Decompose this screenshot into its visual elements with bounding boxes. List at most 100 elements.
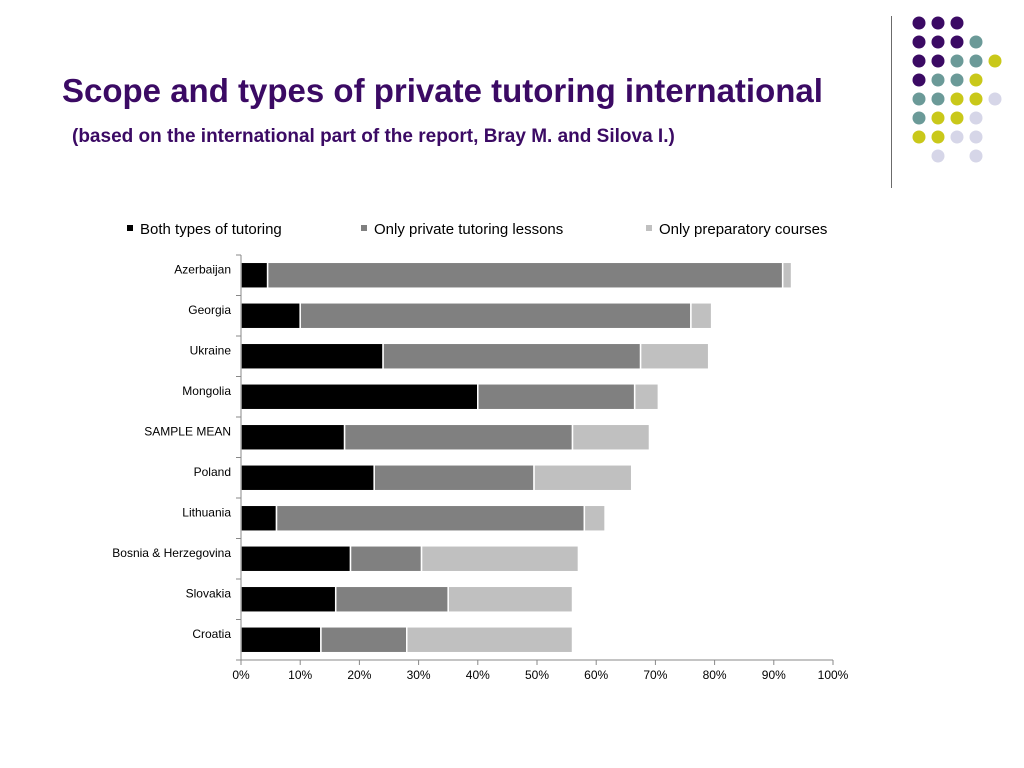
decorative-dot: [969, 130, 983, 144]
category-axis: Azerbaijan Georgia Ukraine Mongolia SAMPLE M…: [112, 254, 242, 661]
decorative-dot: [969, 73, 983, 87]
legend-swatch: [646, 225, 652, 231]
category-label: Poland: [194, 465, 231, 479]
bar-segment: [240, 585, 337, 613]
decorative-dot: [931, 130, 945, 144]
bar-segment: [299, 302, 692, 330]
decorative-dot: [950, 35, 964, 49]
decorative-dot: [969, 35, 983, 49]
bar-segment: [343, 423, 574, 451]
category-label: Bosnia & Herzegovina: [112, 546, 231, 560]
chart-bars: [240, 261, 793, 654]
bar-segment: [320, 626, 408, 654]
category-label: Mongolia: [182, 384, 231, 398]
legend-label: Both types of tutoring: [140, 221, 282, 238]
decorative-dot: [969, 149, 983, 163]
value-tick-label: 20%: [347, 668, 371, 682]
slide-subtitle: (based on the international part of the …: [72, 126, 675, 147]
bar-segment: [240, 261, 269, 289]
bar-segment: [266, 261, 784, 289]
bar-segment: [633, 383, 660, 411]
legend-item: Both types of tutoring: [127, 221, 282, 238]
decorative-dot: [912, 111, 926, 125]
value-tick-label: 60%: [584, 668, 608, 682]
decorative-dot: [988, 54, 1002, 68]
decorative-dot-pattern: [912, 16, 1002, 163]
bar-segment: [406, 626, 574, 654]
bar-segment: [533, 464, 633, 492]
slide-title: Scope and types of private tutoring inte…: [62, 72, 823, 109]
decorative-dot: [912, 35, 926, 49]
decorative-dot: [912, 16, 926, 30]
bar-segment: [382, 342, 642, 370]
bar-segment: [571, 423, 651, 451]
bar-segment: [240, 464, 375, 492]
value-tick-label: 30%: [407, 668, 431, 682]
bar-segment: [240, 504, 278, 532]
decorative-dot: [931, 149, 945, 163]
decorative-dot: [912, 92, 926, 106]
legend-swatch: [127, 225, 133, 231]
decorative-dot: [931, 111, 945, 125]
bar-segment: [583, 504, 606, 532]
value-axis: 0% 10% 20% 30% 40% 50% 60% 70% 80% 90% 100%: [232, 659, 849, 682]
bar-segment: [334, 585, 449, 613]
decorative-dot: [969, 92, 983, 106]
category-label: Azerbaijan: [174, 262, 231, 276]
value-tick-label: 90%: [762, 668, 786, 682]
decorative-dot: [950, 54, 964, 68]
bar-segment: [240, 423, 346, 451]
legend-item: Only private tutoring lessons: [361, 221, 563, 238]
decorative-dot: [950, 73, 964, 87]
value-tick-label: 10%: [288, 668, 312, 682]
bar-segment: [240, 383, 479, 411]
bar-segment: [420, 545, 580, 573]
category-label: Lithuania: [182, 505, 231, 519]
decorative-dot: [969, 54, 983, 68]
value-tick-label: 80%: [703, 668, 727, 682]
value-tick-label: 40%: [466, 668, 490, 682]
decorative-dot: [931, 16, 945, 30]
decorative-dot: [988, 92, 1002, 106]
bar-segment: [447, 585, 574, 613]
bar-segment: [373, 464, 535, 492]
bar-segment: [275, 504, 586, 532]
bar-segment: [781, 261, 793, 289]
decorative-dot: [950, 130, 964, 144]
decorative-dot: [950, 16, 964, 30]
chart-legend: Both types of tutoring Only private tutor…: [127, 221, 827, 238]
bar-segment: [240, 342, 384, 370]
decorative-dot: [931, 35, 945, 49]
header-divider: [891, 16, 892, 188]
legend-swatch: [361, 225, 367, 231]
value-tick-label: 70%: [643, 668, 667, 682]
category-label: Croatia: [192, 627, 231, 641]
decorative-dot: [912, 73, 926, 87]
decorative-dot: [950, 92, 964, 106]
bar-segment: [639, 342, 710, 370]
decorative-dot: [950, 111, 964, 125]
value-tick-label: 0%: [232, 668, 250, 682]
legend-item: Only preparatory courses: [646, 221, 827, 238]
bar-segment: [477, 383, 636, 411]
decorative-dot: [931, 54, 945, 68]
bar-segment: [240, 302, 301, 330]
legend-label: Only preparatory courses: [659, 221, 827, 238]
stacked-bar-chart: Both types of tutoring Only private tutor…: [112, 221, 849, 682]
bar-segment: [690, 302, 713, 330]
legend-label: Only private tutoring lessons: [374, 221, 563, 238]
decorative-dot: [969, 111, 983, 125]
bar-segment: [349, 545, 423, 573]
decorative-dot: [912, 130, 926, 144]
category-label: SAMPLE MEAN: [144, 424, 231, 438]
category-label: Georgia: [188, 303, 231, 317]
decorative-dot: [931, 73, 945, 87]
category-label: Slovakia: [186, 586, 232, 600]
category-label: Ukraine: [190, 343, 232, 357]
bar-segment: [240, 545, 352, 573]
value-tick-label: 50%: [525, 668, 549, 682]
bar-segment: [240, 626, 322, 654]
decorative-dot: [931, 92, 945, 106]
value-tick-label: 100%: [818, 668, 849, 682]
decorative-dot: [912, 54, 926, 68]
